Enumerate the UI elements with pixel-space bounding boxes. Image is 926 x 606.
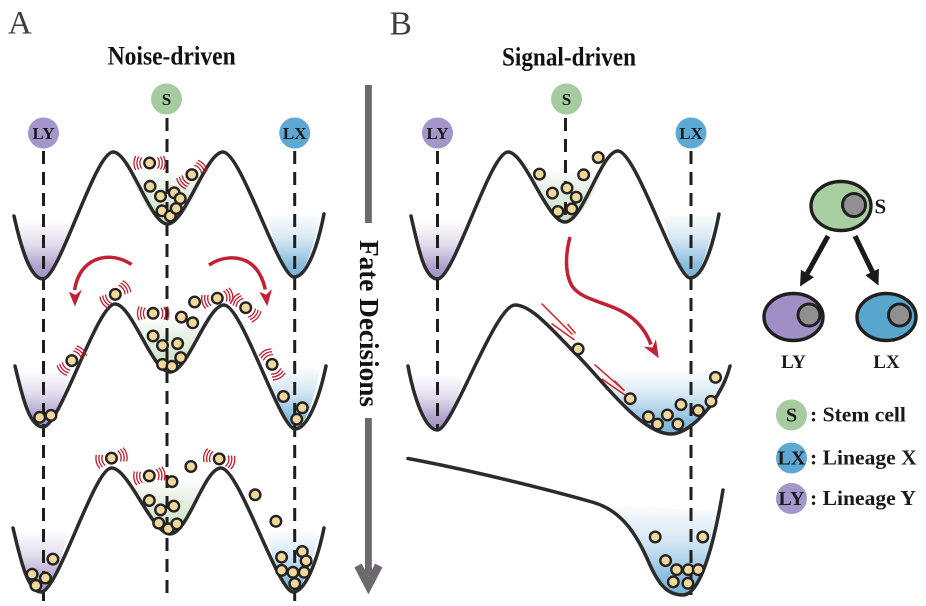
svg-text:LX: LX xyxy=(873,352,900,373)
svg-text:S: S xyxy=(162,90,171,109)
svg-text:B: B xyxy=(390,6,412,43)
svg-text:Noise-driven: Noise-driven xyxy=(108,42,236,71)
svg-text:LX: LX xyxy=(679,124,703,143)
svg-text:S: S xyxy=(875,195,887,219)
svg-text:A: A xyxy=(8,6,32,42)
svg-text:S: S xyxy=(562,90,571,109)
svg-text:LY: LY xyxy=(779,488,806,510)
svg-text:LY: LY xyxy=(32,124,54,143)
svg-text:: Lineage Y: : Lineage Y xyxy=(810,486,916,510)
svg-text:LX: LX xyxy=(283,124,307,143)
svg-text:: Lineage X: : Lineage X xyxy=(810,446,917,470)
svg-text:S: S xyxy=(786,405,797,427)
svg-text:LY: LY xyxy=(426,124,448,143)
svg-text:Signal-driven: Signal-driven xyxy=(502,43,636,72)
svg-text:: Stem cell: : Stem cell xyxy=(810,403,906,427)
svg-text:LY: LY xyxy=(781,352,806,373)
svg-text:LX: LX xyxy=(778,448,806,470)
svg-text:Fate Decisions: Fate Decisions xyxy=(354,240,384,407)
